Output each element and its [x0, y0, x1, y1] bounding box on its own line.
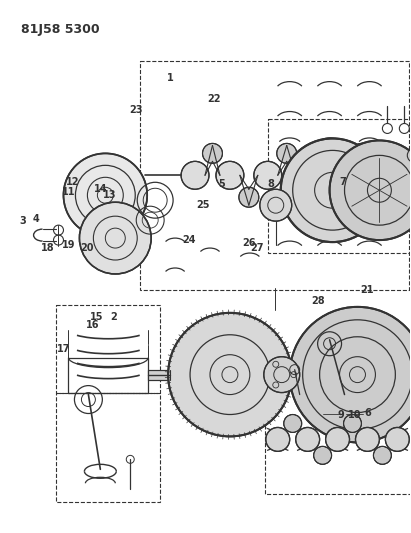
Circle shape — [281, 139, 384, 242]
Text: 18: 18 — [41, 243, 55, 253]
Text: 3: 3 — [20, 216, 27, 227]
Text: 13: 13 — [102, 190, 116, 200]
Text: 4: 4 — [32, 214, 39, 224]
Circle shape — [239, 187, 259, 207]
Circle shape — [296, 427, 320, 451]
Circle shape — [254, 161, 282, 189]
Circle shape — [315, 187, 335, 207]
Bar — [148, 370, 170, 379]
Bar — [55, 393, 160, 502]
Circle shape — [277, 143, 297, 163]
Text: 7: 7 — [339, 176, 346, 187]
Text: 24: 24 — [182, 235, 196, 245]
Circle shape — [344, 415, 361, 432]
Circle shape — [216, 161, 244, 189]
Circle shape — [374, 447, 391, 464]
Circle shape — [284, 415, 302, 432]
Text: 25: 25 — [197, 200, 210, 211]
Text: 28: 28 — [311, 296, 325, 306]
Text: 26: 26 — [242, 238, 255, 248]
Circle shape — [292, 161, 320, 189]
Text: 20: 20 — [80, 243, 93, 253]
Circle shape — [203, 143, 222, 163]
Text: 27: 27 — [250, 243, 263, 253]
Circle shape — [63, 154, 147, 237]
Text: 5: 5 — [219, 179, 225, 189]
Circle shape — [351, 143, 372, 163]
Text: 8: 8 — [268, 179, 275, 189]
Circle shape — [365, 161, 393, 189]
Circle shape — [266, 427, 290, 451]
Text: 16: 16 — [86, 320, 99, 330]
Circle shape — [264, 357, 300, 393]
Text: 81J58 5300: 81J58 5300 — [21, 23, 99, 36]
Text: 23: 23 — [129, 105, 143, 115]
Text: 9: 9 — [337, 410, 344, 420]
Text: 17: 17 — [58, 344, 71, 354]
Text: 6: 6 — [364, 408, 371, 417]
Circle shape — [260, 189, 292, 221]
Text: 14: 14 — [94, 184, 108, 195]
Text: 15: 15 — [90, 312, 104, 322]
Bar — [55, 305, 160, 393]
Bar — [69, 358, 148, 393]
Text: 22: 22 — [207, 94, 220, 104]
Circle shape — [330, 140, 411, 240]
Text: 10: 10 — [348, 410, 362, 420]
Text: 11: 11 — [62, 187, 75, 197]
Bar — [268, 118, 411, 253]
Text: 1: 1 — [167, 73, 174, 83]
Text: 19: 19 — [62, 240, 75, 251]
Circle shape — [407, 148, 411, 163]
Text: 12: 12 — [66, 176, 79, 187]
Text: 21: 21 — [360, 285, 374, 295]
Circle shape — [79, 202, 151, 274]
Bar — [265, 379, 411, 494]
Circle shape — [168, 313, 292, 437]
Bar — [148, 370, 170, 379]
Circle shape — [386, 427, 409, 451]
Circle shape — [314, 447, 332, 464]
Circle shape — [356, 427, 379, 451]
Circle shape — [330, 161, 358, 189]
Circle shape — [326, 427, 349, 451]
Circle shape — [290, 307, 411, 442]
Circle shape — [181, 161, 209, 189]
Text: 2: 2 — [110, 312, 117, 322]
